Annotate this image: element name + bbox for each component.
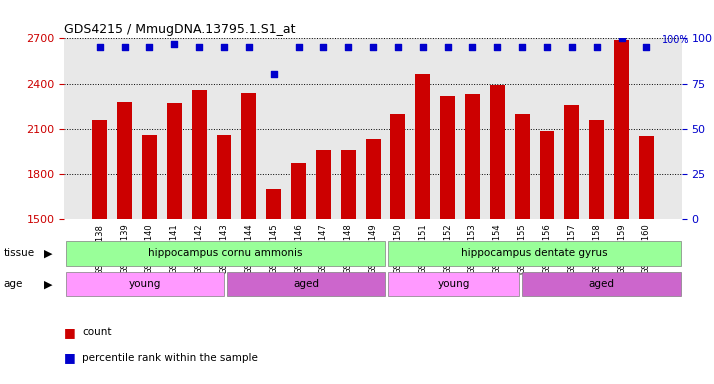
Bar	[391, 114, 406, 219]
Bar	[291, 163, 306, 219]
Text: ■: ■	[64, 351, 76, 364]
Bar	[66, 272, 224, 296]
Bar	[564, 104, 579, 219]
Point	[417, 44, 428, 50]
Point	[491, 44, 503, 50]
Bar	[241, 93, 256, 219]
Bar	[388, 242, 680, 266]
Text: hippocampus dentate gyrus: hippocampus dentate gyrus	[461, 248, 608, 258]
Bar	[191, 90, 206, 219]
Point	[193, 44, 205, 50]
Point	[541, 44, 553, 50]
Bar	[515, 114, 530, 219]
Text: ■: ■	[64, 326, 76, 339]
Point	[566, 44, 578, 50]
Text: age: age	[4, 279, 23, 289]
Bar	[117, 101, 132, 219]
Bar	[316, 150, 331, 219]
Text: aged: aged	[588, 279, 614, 289]
Text: young: young	[438, 279, 470, 289]
Bar	[540, 131, 555, 219]
Text: percentile rank within the sample: percentile rank within the sample	[82, 353, 258, 363]
Text: GDS4215 / MmugDNA.13795.1.S1_at: GDS4215 / MmugDNA.13795.1.S1_at	[64, 23, 296, 36]
Point	[169, 41, 180, 47]
Bar	[440, 96, 455, 219]
Bar	[388, 272, 519, 296]
Point	[516, 44, 528, 50]
Bar	[589, 120, 604, 219]
Text: tissue: tissue	[4, 248, 35, 258]
Point	[119, 44, 131, 50]
Point	[144, 44, 155, 50]
Bar	[490, 85, 505, 219]
Point	[243, 44, 255, 50]
Bar	[341, 151, 356, 219]
Point	[615, 35, 627, 41]
Bar	[66, 242, 385, 266]
Bar	[167, 103, 182, 219]
Bar	[465, 94, 480, 219]
Point	[442, 44, 453, 50]
Bar	[92, 120, 107, 219]
Point	[392, 44, 403, 50]
Text: ▶: ▶	[44, 248, 53, 258]
Text: young: young	[129, 279, 161, 289]
Point	[591, 44, 603, 50]
Bar	[614, 40, 629, 219]
Point	[640, 44, 652, 50]
Bar	[639, 136, 654, 219]
Text: 100%: 100%	[661, 35, 689, 45]
Point	[467, 44, 478, 50]
Bar	[216, 135, 231, 219]
Text: aged: aged	[293, 279, 319, 289]
Point	[293, 44, 304, 50]
Point	[318, 44, 329, 50]
Text: ▶: ▶	[44, 279, 53, 289]
Text: count: count	[82, 327, 111, 337]
Bar	[366, 139, 381, 219]
Point	[343, 44, 354, 50]
Text: hippocampus cornu ammonis: hippocampus cornu ammonis	[148, 248, 303, 258]
Bar	[266, 189, 281, 219]
Bar	[227, 272, 385, 296]
Bar	[416, 74, 431, 219]
Bar	[522, 272, 680, 296]
Point	[94, 44, 106, 50]
Point	[367, 44, 378, 50]
Point	[268, 71, 279, 78]
Bar	[142, 136, 157, 219]
Point	[218, 44, 230, 50]
